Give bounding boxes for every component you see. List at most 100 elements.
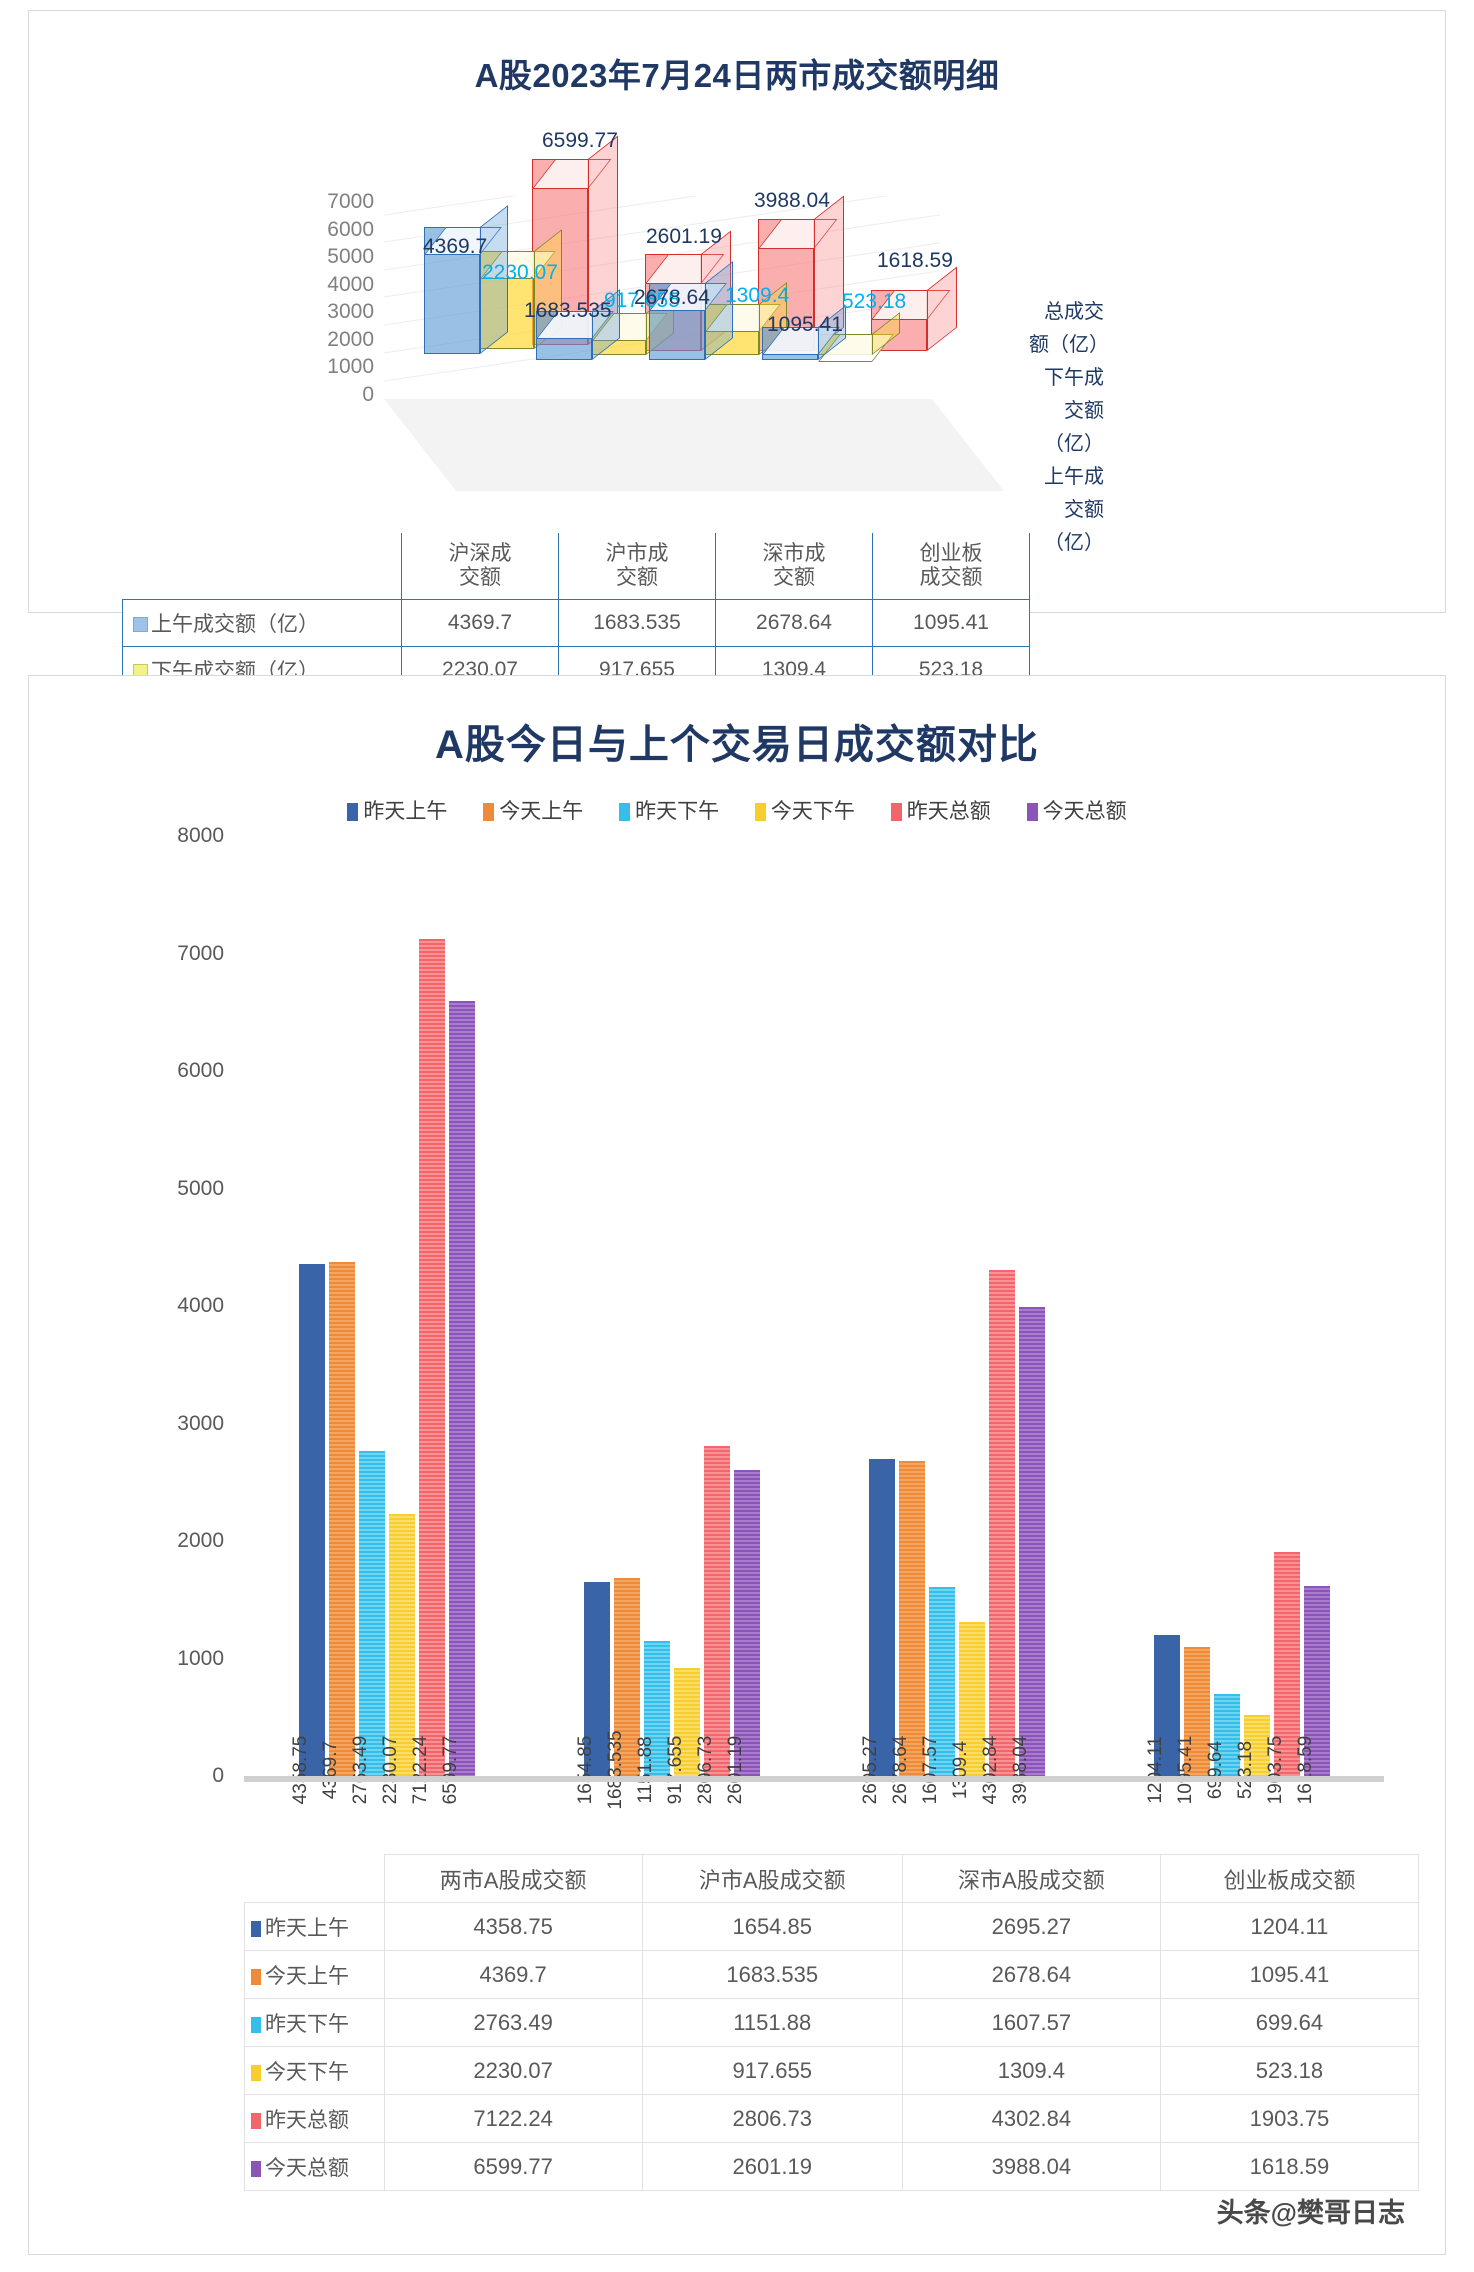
chart2-bar-value: 2230.07 <box>379 1735 401 1805</box>
chart1-datalabel-am-1: 4369.7 <box>423 235 488 258</box>
chart1-datalabel-am-2: 1683.535 <box>524 299 612 322</box>
chart2-cell-2-3: 699.64 <box>1159 1998 1420 2047</box>
chart1-datalabel-total-2: 2601.19 <box>646 225 722 248</box>
chart2-bar-value: 1683.535 <box>604 1730 626 1810</box>
chart2-cell-3-2: 1309.4 <box>901 2046 1161 2095</box>
chart2-bar-1-1: 1683.535 <box>605 1578 640 1810</box>
chart-card-3d: A股2023年7月24日两市成交额明细 7000 6000 5000 4000 … <box>28 10 1446 889</box>
legend-swatch-icon <box>347 803 359 821</box>
chart1-floor <box>384 399 1004 491</box>
chart2-cell-4-1: 2806.73 <box>641 2094 903 2143</box>
chart1-datalabel-am-4: 1095.41 <box>767 313 843 336</box>
chart2-group-2: 2695.27 2678.64 1607.57 1309.4 4302.84 3… <box>814 836 1099 1804</box>
chart2-bar-value: 6599.77 <box>439 1735 461 1805</box>
chart1-cell-am-4: 1095.41 <box>872 599 1030 647</box>
chart1-datalabel-pm-2: 917.655 <box>604 289 680 312</box>
chart1-col-header-text: 沪市成 交额 <box>605 542 669 589</box>
chart1-bar-pm-1 <box>480 229 562 349</box>
chart2-row-label-text: 昨天上午 <box>265 1916 349 1940</box>
chart1-title: A股2023年7月24日两市成交额明细 <box>474 57 1000 94</box>
chart2-bar-value: 1151.88 <box>634 1736 656 1804</box>
chart2-row-label-text: 今天总额 <box>265 2156 349 2180</box>
chart2-bar-4-0: 7122.24 <box>410 939 445 1804</box>
chart-card-comparison: A股今日与上个交易日成交额对比 昨天上午 今天上午 昨天下午 今天下午 昨天总额… <box>28 675 1446 2255</box>
chart1-col-header-text: 沪深成 交额 <box>448 542 512 589</box>
chart2-ytick: 3000 <box>177 1411 224 1435</box>
chart2-row-label-text: 今天上午 <box>265 1964 349 1988</box>
chart1-y-axis: 7000 6000 5000 4000 3000 2000 1000 0 <box>234 191 374 411</box>
chart2-bar-1-2: 2678.64 <box>890 1461 925 1804</box>
chart2-legend-label: 今天上午 <box>499 800 584 823</box>
chart2-bar-value: 1095.41 <box>1174 1735 1196 1805</box>
chart2-cell-1-1: 1683.535 <box>641 1950 903 1999</box>
chart2-cell-0-3: 1204.11 <box>1159 1902 1420 1951</box>
chart1-bar-am-4 <box>762 305 846 360</box>
chart2-y-axis: 8000 7000 6000 5000 4000 3000 2000 1000 … <box>114 824 232 1787</box>
chart2-legend-item-5: 今天总额 <box>1026 800 1127 823</box>
chart2-bar-5-3: 1618.59 <box>1295 1586 1330 1804</box>
chart1-col-header-4: 创业板 成交额 <box>872 533 1030 600</box>
chart1-ytick: 7000 <box>327 190 374 213</box>
chart2-bar-value: 3988.04 <box>1009 1735 1031 1805</box>
chart2-cell-3-0: 2230.07 <box>383 2046 643 2095</box>
legend-swatch-icon <box>251 2064 261 2081</box>
chart2-cell-1-3: 1095.41 <box>1159 1950 1420 1999</box>
chart2-bar-value: 1903.75 <box>1264 1735 1286 1805</box>
chart2-ytick: 7000 <box>177 941 224 965</box>
chart2-cell-5-0: 6599.77 <box>383 2142 643 2191</box>
legend-swatch-icon <box>1026 803 1038 821</box>
chart2-bars: 4358.75 4369.7 2763.49 2230.07 7122.24 6… <box>244 836 1384 1810</box>
chart2-cell-0-1: 1654.85 <box>641 1902 903 1951</box>
chart2-row-label-5: 今天总额 <box>244 2142 385 2191</box>
chart2-row-label-text: 今天下午 <box>265 2060 349 2084</box>
legend-swatch-icon <box>251 1920 261 1937</box>
chart2-bar-3-3: 523.18 <box>1235 1715 1270 1799</box>
chart2-cell-2-2: 1607.57 <box>901 1998 1161 2047</box>
chart2-bar-0-0: 4358.75 <box>290 1264 325 1804</box>
legend-swatch-icon <box>251 1968 261 1985</box>
chart1-cell-am-2: 1683.535 <box>558 599 716 647</box>
chart2-bar-0-2: 2695.27 <box>860 1459 895 1804</box>
legend-swatch-icon <box>754 803 766 821</box>
chart2-ytick: 0 <box>212 1764 224 1787</box>
chart2-bar-value: 1607.57 <box>919 1735 941 1805</box>
legend-swatch-icon <box>251 2112 261 2129</box>
chart2-legend-item-3: 今天下午 <box>754 800 855 823</box>
chart2-ytick: 6000 <box>177 1059 224 1082</box>
chart1-bar-am-1 <box>424 205 508 354</box>
legend-swatch-icon <box>619 803 631 821</box>
table-corner-cell <box>122 533 402 600</box>
chart2-bar-value: 523.18 <box>1234 1740 1256 1800</box>
chart2-legend-label: 今天下午 <box>770 800 855 823</box>
chart2-bar-4-1: 2806.73 <box>695 1446 730 1804</box>
chart1-cell-am-1: 4369.7 <box>401 599 559 647</box>
chart2-cell-3-3: 523.18 <box>1159 2046 1420 2095</box>
chart2-bar-value: 4358.75 <box>289 1735 311 1805</box>
chart2-cell-4-0: 7122.24 <box>383 2094 643 2143</box>
chart2-legend-label: 今天总额 <box>1042 800 1127 823</box>
chart1-col-header-text: 创业板 成交额 <box>919 542 983 589</box>
table-row: 今天上午 4369.7 1683.535 2678.64 1095.41 <box>244 1950 1420 1999</box>
chart2-cell-2-1: 1151.88 <box>641 1998 903 2047</box>
chart1-plot-area: 7000 6000 5000 4000 3000 2000 1000 0 <box>284 129 1109 554</box>
legend-swatch-icon <box>133 617 148 632</box>
table-corner-cell <box>244 1854 385 1903</box>
chart2-cell-5-2: 3988.04 <box>901 2142 1161 2191</box>
chart2-bar-value: 4369.7 <box>319 1740 341 1800</box>
chart2-bar-0-1: 1654.85 <box>575 1582 610 1804</box>
chart2-data-table: 两市A股成交额 沪市A股成交额 深市A股成交额 创业板成交额 昨天上午 4358… <box>244 1854 1420 2191</box>
chart2-bar-5-2: 3988.04 <box>1010 1307 1045 1804</box>
chart2-bar-value: 917.655 <box>664 1735 686 1805</box>
chart2-bar-2-2: 1607.57 <box>920 1587 955 1804</box>
chart2-row-label-4: 昨天总额 <box>244 2094 385 2143</box>
legend-swatch-icon <box>251 2160 261 2177</box>
chart1-ytick: 2000 <box>327 327 374 351</box>
chart2-bar-value: 2601.19 <box>724 1735 746 1805</box>
chart2-bar-value: 2763.49 <box>349 1735 371 1805</box>
chart2-bar-value: 1654.85 <box>574 1735 596 1805</box>
chart2-legend-item-1: 今天上午 <box>483 800 583 823</box>
table-row: 昨天上午 4358.75 1654.85 2695.27 1204.11 <box>244 1902 1420 1951</box>
chart1-bar-pm-3 <box>705 282 787 355</box>
chart1-datalabel-total-3: 3988.04 <box>754 189 830 212</box>
chart1-ytick: 5000 <box>327 245 374 268</box>
